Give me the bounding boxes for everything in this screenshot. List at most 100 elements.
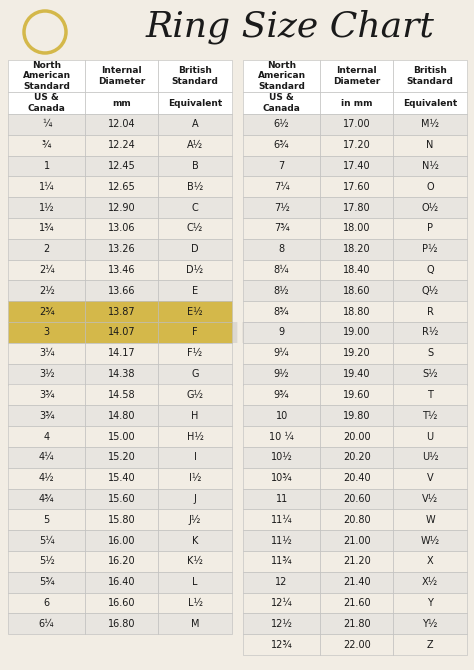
Bar [243, 509, 320, 530]
Bar [85, 302, 158, 322]
Bar [85, 239, 158, 260]
Text: H: H [191, 411, 199, 421]
Bar [243, 634, 320, 655]
Text: V: V [427, 473, 433, 483]
Text: 6½: 6½ [274, 119, 290, 129]
Bar [85, 92, 158, 114]
Text: 10¾: 10¾ [271, 473, 292, 483]
Bar [8, 468, 85, 488]
Bar [393, 385, 467, 405]
Bar [243, 613, 320, 634]
Text: 18.20: 18.20 [343, 245, 371, 254]
Bar [243, 239, 320, 260]
Bar [158, 447, 232, 468]
Bar [393, 302, 467, 322]
Bar [8, 551, 85, 572]
Bar [158, 239, 232, 260]
Text: 5: 5 [44, 515, 50, 525]
Bar [8, 426, 85, 447]
Text: 7¼: 7¼ [274, 182, 290, 192]
Text: 7: 7 [279, 161, 285, 171]
Text: B½: B½ [187, 182, 203, 192]
Text: 3¼: 3¼ [39, 348, 55, 358]
Bar [158, 176, 232, 197]
Text: 16.40: 16.40 [108, 577, 136, 587]
Text: U: U [427, 431, 434, 442]
Text: 3¾: 3¾ [39, 390, 55, 400]
Bar [8, 92, 85, 114]
Bar [393, 60, 467, 92]
Text: 1: 1 [44, 161, 50, 171]
Text: 18.40: 18.40 [343, 265, 370, 275]
Text: 7¾: 7¾ [274, 223, 290, 233]
Text: 19.00: 19.00 [343, 328, 370, 338]
Text: F: F [192, 328, 198, 338]
Text: 15.20: 15.20 [108, 452, 136, 462]
Text: 10½: 10½ [271, 452, 292, 462]
Text: 21.20: 21.20 [343, 556, 371, 566]
Bar [85, 114, 158, 135]
Text: ORE METALS: ORE METALS [139, 321, 335, 349]
Bar [8, 592, 85, 613]
Bar [243, 530, 320, 551]
Text: 5¾: 5¾ [39, 577, 55, 587]
Bar [243, 405, 320, 426]
Bar [393, 509, 467, 530]
Bar [8, 613, 85, 634]
Bar [320, 155, 393, 176]
Text: Z: Z [427, 640, 433, 650]
Text: 21.60: 21.60 [343, 598, 371, 608]
Bar [393, 613, 467, 634]
Bar [393, 488, 467, 509]
Bar [8, 155, 85, 176]
Bar [320, 509, 393, 530]
Bar [243, 385, 320, 405]
Bar [320, 488, 393, 509]
Text: 8¾: 8¾ [274, 307, 290, 317]
Bar [85, 60, 158, 92]
Bar [320, 592, 393, 613]
Text: 2¼: 2¼ [39, 265, 55, 275]
Text: A½: A½ [187, 140, 203, 150]
Bar [320, 613, 393, 634]
Bar [393, 447, 467, 468]
Bar [85, 135, 158, 155]
Text: D½: D½ [186, 265, 204, 275]
Text: G: G [191, 369, 199, 379]
Bar [243, 302, 320, 322]
Text: 11¼: 11¼ [271, 515, 292, 525]
Text: 4¾: 4¾ [39, 494, 55, 504]
Text: 6: 6 [44, 598, 50, 608]
Bar [393, 281, 467, 302]
Text: 8¼: 8¼ [274, 265, 290, 275]
Text: 13.87: 13.87 [108, 307, 136, 317]
Text: 13.06: 13.06 [108, 223, 136, 233]
Bar [85, 530, 158, 551]
Text: 5½: 5½ [39, 556, 55, 566]
Bar [243, 322, 320, 343]
Bar [243, 364, 320, 385]
Bar [393, 634, 467, 655]
Bar [243, 488, 320, 509]
Bar [85, 551, 158, 572]
Text: 10 ¼: 10 ¼ [269, 431, 294, 442]
Text: 16.60: 16.60 [108, 598, 136, 608]
Text: 12.04: 12.04 [108, 119, 136, 129]
Text: 20.20: 20.20 [343, 452, 371, 462]
Bar [8, 218, 85, 239]
Bar [85, 155, 158, 176]
Text: 20.80: 20.80 [343, 515, 371, 525]
Bar [8, 302, 85, 322]
Bar [85, 343, 158, 364]
Text: 10: 10 [275, 411, 288, 421]
Bar [243, 551, 320, 572]
Text: C½: C½ [187, 223, 203, 233]
Bar [8, 572, 85, 592]
Bar [243, 218, 320, 239]
Bar [243, 92, 320, 114]
Bar [158, 572, 232, 592]
Text: D: D [191, 245, 199, 254]
Bar [243, 260, 320, 281]
Bar [8, 447, 85, 468]
Bar [8, 260, 85, 281]
